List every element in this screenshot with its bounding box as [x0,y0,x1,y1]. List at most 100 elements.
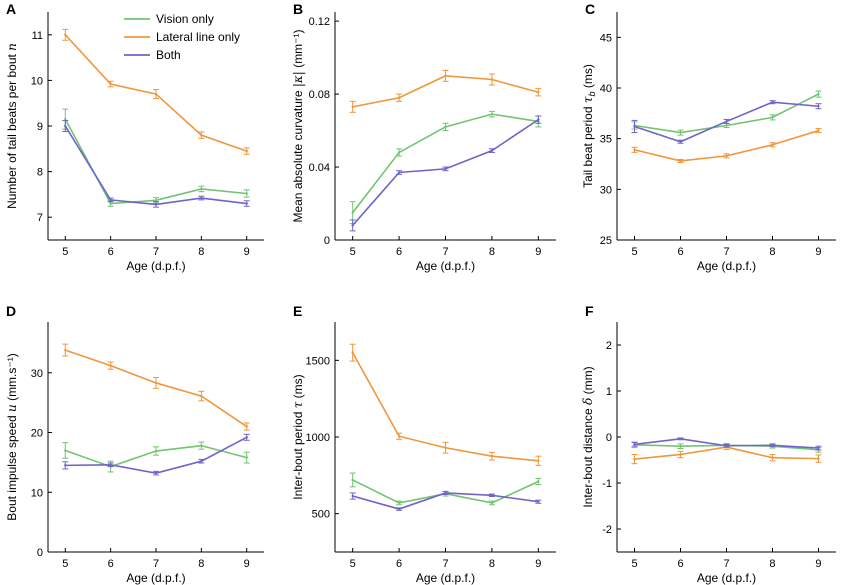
series-both [631,437,822,451]
x-tick-label: 8 [489,558,495,570]
y-tick-label: 0 [606,432,612,444]
y-axis-label-text: Number of tail beats per bout [5,51,19,209]
y-tick-label: 10 [31,75,43,87]
data-point [444,74,447,78]
y-tick-label: 40 [600,83,612,95]
series-both [62,120,250,208]
y-tick-label: 0.08 [309,89,330,101]
x-tick-label: 7 [153,246,159,258]
x-axis-label: Age (d.p.f.) [697,259,756,273]
data-point [109,463,112,466]
series-lateral-line-only [62,28,250,155]
y-tick-label: 20 [31,428,43,440]
x-tick-label: 8 [198,246,204,258]
y-tick-label: -1 [602,478,612,490]
y-axis-symbol-sub: b [587,91,597,96]
x-tick-label: 5 [350,246,356,258]
x-tick-label: 8 [769,246,775,258]
data-point [200,187,203,191]
series-vision-only [631,90,822,136]
y-axis-label-text: Inter-bout distance [581,405,595,508]
y-tick-label: 1500 [306,355,330,367]
data-point [537,480,540,483]
data-point [109,198,112,202]
data-point [679,140,682,143]
panel-label: C [585,1,595,17]
panel-C: C 25 30 35 40 45 5 6 7 8 9 Age (d.p.f.) Tail beat pe… [581,1,836,273]
data-point [771,444,774,447]
x-tick-label: 6 [108,558,114,570]
y-tick-label: 0.12 [309,16,330,28]
y-tick-label: 30 [31,368,43,380]
x-axis-label: Age (d.p.f.) [697,571,756,585]
y-axis-symbol: |κ| [291,71,305,87]
data-point [633,125,636,128]
x-tick-label: 5 [631,246,637,258]
x-tick-label: 6 [677,246,683,258]
y-axis-symbol: τ [291,401,305,408]
y-tick-label: 9 [37,121,43,133]
data-point [444,446,447,449]
x-axis-label: Age (d.p.f.) [126,259,185,273]
y-axis-symbol: τ [581,96,595,103]
data-point [679,437,682,441]
y-tick-label: 35 [600,134,612,146]
y-axis-label: Bout impulse speed u (mm.s⁻¹) [5,353,19,520]
series-line [64,118,247,205]
data-point [245,149,248,153]
y-tick-label: 0 [37,547,43,559]
legend-label: Vision only [156,12,214,26]
data-point [351,224,354,227]
y-tick-label: 0 [324,235,330,247]
data-point [444,125,447,129]
series-both [62,433,250,476]
y-axis-label-text: Inter-bout period [291,408,305,499]
x-axis-label: Age (d.p.f.) [416,571,475,585]
y-tick-label: 500 [312,509,330,521]
panel-label: D [6,303,16,319]
x-tick-label: 9 [244,558,250,570]
data-point [817,457,820,460]
panel-F: F 2 1 0 -1 -2 5 6 7 8 9 Age (d.p.f.) Inter-bout dist… [581,303,836,585]
y-tick-label: 45 [600,32,612,44]
data-point [771,456,774,459]
y-tick-label: 8 [37,167,43,179]
legend-item: Vision only [124,12,214,26]
legend-label: Lateral line only [156,30,240,44]
data-point [154,92,158,96]
data-point [490,494,494,497]
data-point [64,464,67,467]
panel-E: E 500 1000 1500 5 6 7 8 9 Age (d.p.f.) Inter-bout … [291,303,556,585]
series-both [349,115,542,232]
data-point [537,91,540,94]
data-point [245,192,248,195]
data-point [397,151,401,154]
data-point [64,348,67,352]
x-tick-label: 9 [815,558,821,570]
x-tick-label: 5 [631,558,637,570]
series-vision-only [62,441,250,473]
data-point [679,445,682,448]
data-point [154,449,158,453]
y-axis-label: Inter-bout period τ (ms) [291,374,305,499]
data-point [109,364,112,367]
data-point [725,120,728,123]
panel-label: E [293,303,302,319]
y-tick-label: 11 [32,30,43,42]
legend-label: Both [156,48,181,62]
x-tick-label: 9 [535,558,541,570]
data-point [397,96,401,99]
data-point [817,105,820,108]
data-point [725,124,728,127]
data-point [817,92,820,96]
x-tick-label: 8 [489,246,495,258]
data-point [245,425,248,428]
y-axis-symbol: n [5,43,19,51]
x-tick-label: 6 [108,246,114,258]
data-point [679,453,682,456]
data-point [64,33,67,36]
y-axis-label: Mean absolute curvature |κ| (mm⁻¹) [291,29,305,222]
data-point [245,202,248,205]
x-tick-label: 9 [535,246,541,258]
y-axis-label-text: Bout impulse speed [5,412,19,521]
